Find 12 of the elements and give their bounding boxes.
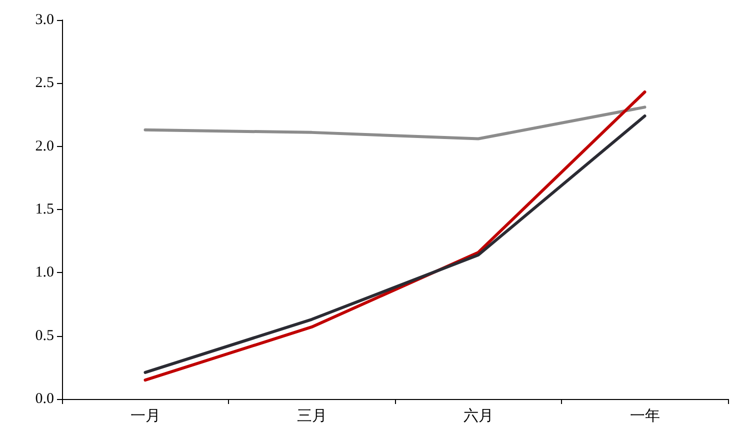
y-tick-label: 0.5 xyxy=(35,328,54,344)
y-tick-label: 1.5 xyxy=(35,202,54,218)
x-tick-label: 一月 xyxy=(130,408,160,424)
y-tick-label: 3.0 xyxy=(35,12,54,28)
y-tick-label: 2.0 xyxy=(35,138,54,154)
y-tick-label: 0.0 xyxy=(35,391,54,407)
line-series xyxy=(144,106,646,140)
y-tick-label: 2.5 xyxy=(35,75,54,92)
x-tick-label: 六月 xyxy=(463,408,494,424)
x-tick-label: 三月 xyxy=(296,408,327,424)
y-tick-label: 1.0 xyxy=(35,264,54,281)
x-tick-label: 一年 xyxy=(630,408,660,424)
